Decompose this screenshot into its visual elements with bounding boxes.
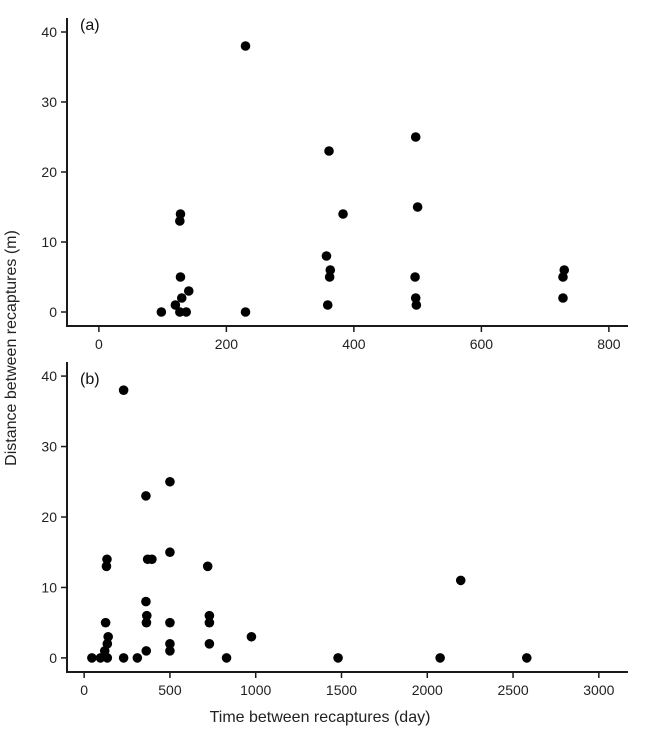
panel-a-data-point xyxy=(175,216,185,226)
panel-b-data-point xyxy=(118,385,129,395)
panel-b-data-point xyxy=(435,653,445,663)
panel-b-data-point xyxy=(141,610,152,621)
panel-b-data-point xyxy=(204,639,215,649)
panel-a-data-point xyxy=(183,286,194,296)
panel-b-data-point xyxy=(204,610,215,621)
panel-b-x-tick-label: 500 xyxy=(158,682,182,698)
panel-a-label: (a) xyxy=(80,17,100,34)
panel-a-data-point xyxy=(559,265,570,275)
panel-b-data-point xyxy=(521,653,532,663)
panel-a-y-tick-label: 0 xyxy=(49,304,57,320)
panel-a-data-point xyxy=(156,307,167,317)
panel-a-data-point xyxy=(324,146,334,156)
panel-b-x-tick-label: 1000 xyxy=(240,682,271,698)
panel-b-data-point xyxy=(141,646,152,656)
panel-a-data-point xyxy=(412,202,423,212)
panel-b-y-tick-label: 30 xyxy=(41,439,57,455)
panel-a-y-tick-label: 20 xyxy=(41,164,57,180)
panel-b-x-tick-label: 1500 xyxy=(326,682,357,698)
panel-b-x-tick-label: 0 xyxy=(80,682,88,698)
panel-b-data-point xyxy=(246,631,257,642)
panel-a-data-point xyxy=(338,209,348,219)
panel-b-label: (b) xyxy=(80,371,100,388)
panel-b-data-point xyxy=(100,617,111,628)
panel-b-data-point xyxy=(87,653,97,663)
panel-b-data-point xyxy=(141,491,151,501)
panel-b-data-point xyxy=(102,639,113,649)
panel-b-data-point xyxy=(141,617,152,628)
panel-b-data-point xyxy=(202,561,213,572)
panel-a-y-tick-label: 40 xyxy=(41,24,57,40)
panel-a-x-tick-label: 400 xyxy=(342,336,366,352)
panel-b: (b) 0 10 20 30 40 0 500 1000 1500 2000 2500 3000 xyxy=(41,362,628,698)
panel-a-x-tick-label: 800 xyxy=(597,336,621,352)
panel-b-data-point xyxy=(118,653,129,663)
panel-a-y-tick-label: 30 xyxy=(41,94,57,110)
panel-a-data-point xyxy=(410,272,420,282)
panel-a-data-point xyxy=(558,293,568,303)
panel-b-data-point xyxy=(333,653,343,663)
panel-b-data-point xyxy=(102,653,113,663)
panel-a-data-point xyxy=(170,300,181,310)
panel-b-data-point xyxy=(165,639,175,649)
panel-a-data-point xyxy=(411,300,422,310)
panel-b-data-point xyxy=(103,631,113,642)
panel-b-y-tick-label: 20 xyxy=(41,509,57,525)
panel-a-y-tick-label: 10 xyxy=(41,234,57,250)
panel-a-data-point xyxy=(175,272,186,282)
panel-a-x-tick-label: 0 xyxy=(95,336,103,352)
panel-b-y-tick-label: 0 xyxy=(49,650,57,666)
panel-b-x-tick-label: 2500 xyxy=(497,682,528,698)
panel-a-points xyxy=(156,41,570,317)
panel-a-data-point xyxy=(322,300,333,310)
panel-a-x-tick-label: 200 xyxy=(215,336,239,352)
panel-a-data-point xyxy=(240,41,251,51)
panel-b-ticks: 0 10 20 30 40 0 500 1000 1500 2000 2500 3000 xyxy=(41,368,614,698)
panel-b-data-point xyxy=(95,653,106,663)
panel-b-data-point xyxy=(165,547,175,558)
panel-b-x-tick-label: 2000 xyxy=(412,682,443,698)
panel-a-data-point xyxy=(175,209,186,219)
panel-a-data-point xyxy=(321,251,332,261)
panel-a-data-point xyxy=(176,293,187,303)
panel-b-data-point xyxy=(101,561,112,572)
panel-a-data-point xyxy=(410,293,421,303)
panel-b-data-point xyxy=(132,653,143,663)
panel-a-data-point xyxy=(324,272,335,282)
panel-b-y-tick-label: 40 xyxy=(41,368,57,384)
x-axis-title: Time between recaptures (day) xyxy=(210,709,431,726)
panel-b-points xyxy=(87,385,532,663)
panel-b-y-tick-label: 10 xyxy=(41,579,57,595)
panel-b-data-point xyxy=(221,653,232,663)
panel-b-x-tick-label: 3000 xyxy=(583,682,614,698)
panel-a-data-point xyxy=(181,307,192,317)
panel-a-data-point xyxy=(240,307,251,317)
panel-b-data-point xyxy=(102,554,112,565)
panel-b-data-point xyxy=(455,575,466,586)
panel-b-data-point xyxy=(165,617,175,628)
panel-b-data-point xyxy=(204,617,215,628)
panel-b-data-point xyxy=(165,476,175,487)
panel-a-data-point xyxy=(325,265,336,275)
y-axis-title: Distance between recaptures (m) xyxy=(3,230,20,466)
panel-b-data-point xyxy=(147,554,157,565)
panel-b-data-point xyxy=(141,596,151,607)
panel-b-data-point xyxy=(165,646,175,656)
panel-a-data-point xyxy=(410,132,421,142)
panel-a-x-tick-label: 600 xyxy=(470,336,494,352)
